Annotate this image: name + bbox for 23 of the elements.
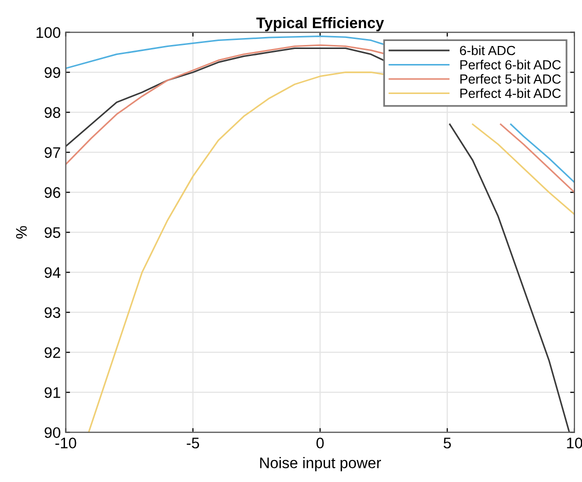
y-tick-label: 95	[44, 227, 60, 238]
x-tick-label: -10	[55, 438, 76, 448]
y-tick-label: 91	[44, 387, 60, 398]
y-tick-label: 98	[44, 107, 60, 118]
x-tick-label: -5	[186, 438, 200, 448]
x-axis-title: Noise input power	[260, 457, 381, 472]
y-tick-label: 96	[44, 187, 60, 198]
y-tick-label: 93	[44, 307, 60, 318]
x-tick-label: 5	[444, 438, 451, 448]
y-tick-label: 94	[44, 267, 60, 278]
y-tick-label: 99	[44, 67, 60, 78]
y-axis-title: %	[16, 226, 27, 239]
y-tick-label: 90	[44, 427, 60, 438]
legend-label: 6-bit ADC	[460, 45, 516, 56]
x-tick-label: 0	[316, 438, 324, 448]
legend-label: Perfect 6-bit ADC	[460, 60, 561, 70]
chart-title: Typical Efficiency	[256, 17, 384, 32]
x-tick-label: 10	[567, 438, 582, 448]
y-tick-label: 100	[36, 27, 60, 38]
legend-label: Perfect 4-bit ADC	[460, 88, 561, 98]
y-tick-label: 97	[44, 147, 60, 158]
legend-label: Perfect 5-bit ADC	[460, 74, 561, 84]
y-tick-label: 92	[44, 347, 60, 358]
